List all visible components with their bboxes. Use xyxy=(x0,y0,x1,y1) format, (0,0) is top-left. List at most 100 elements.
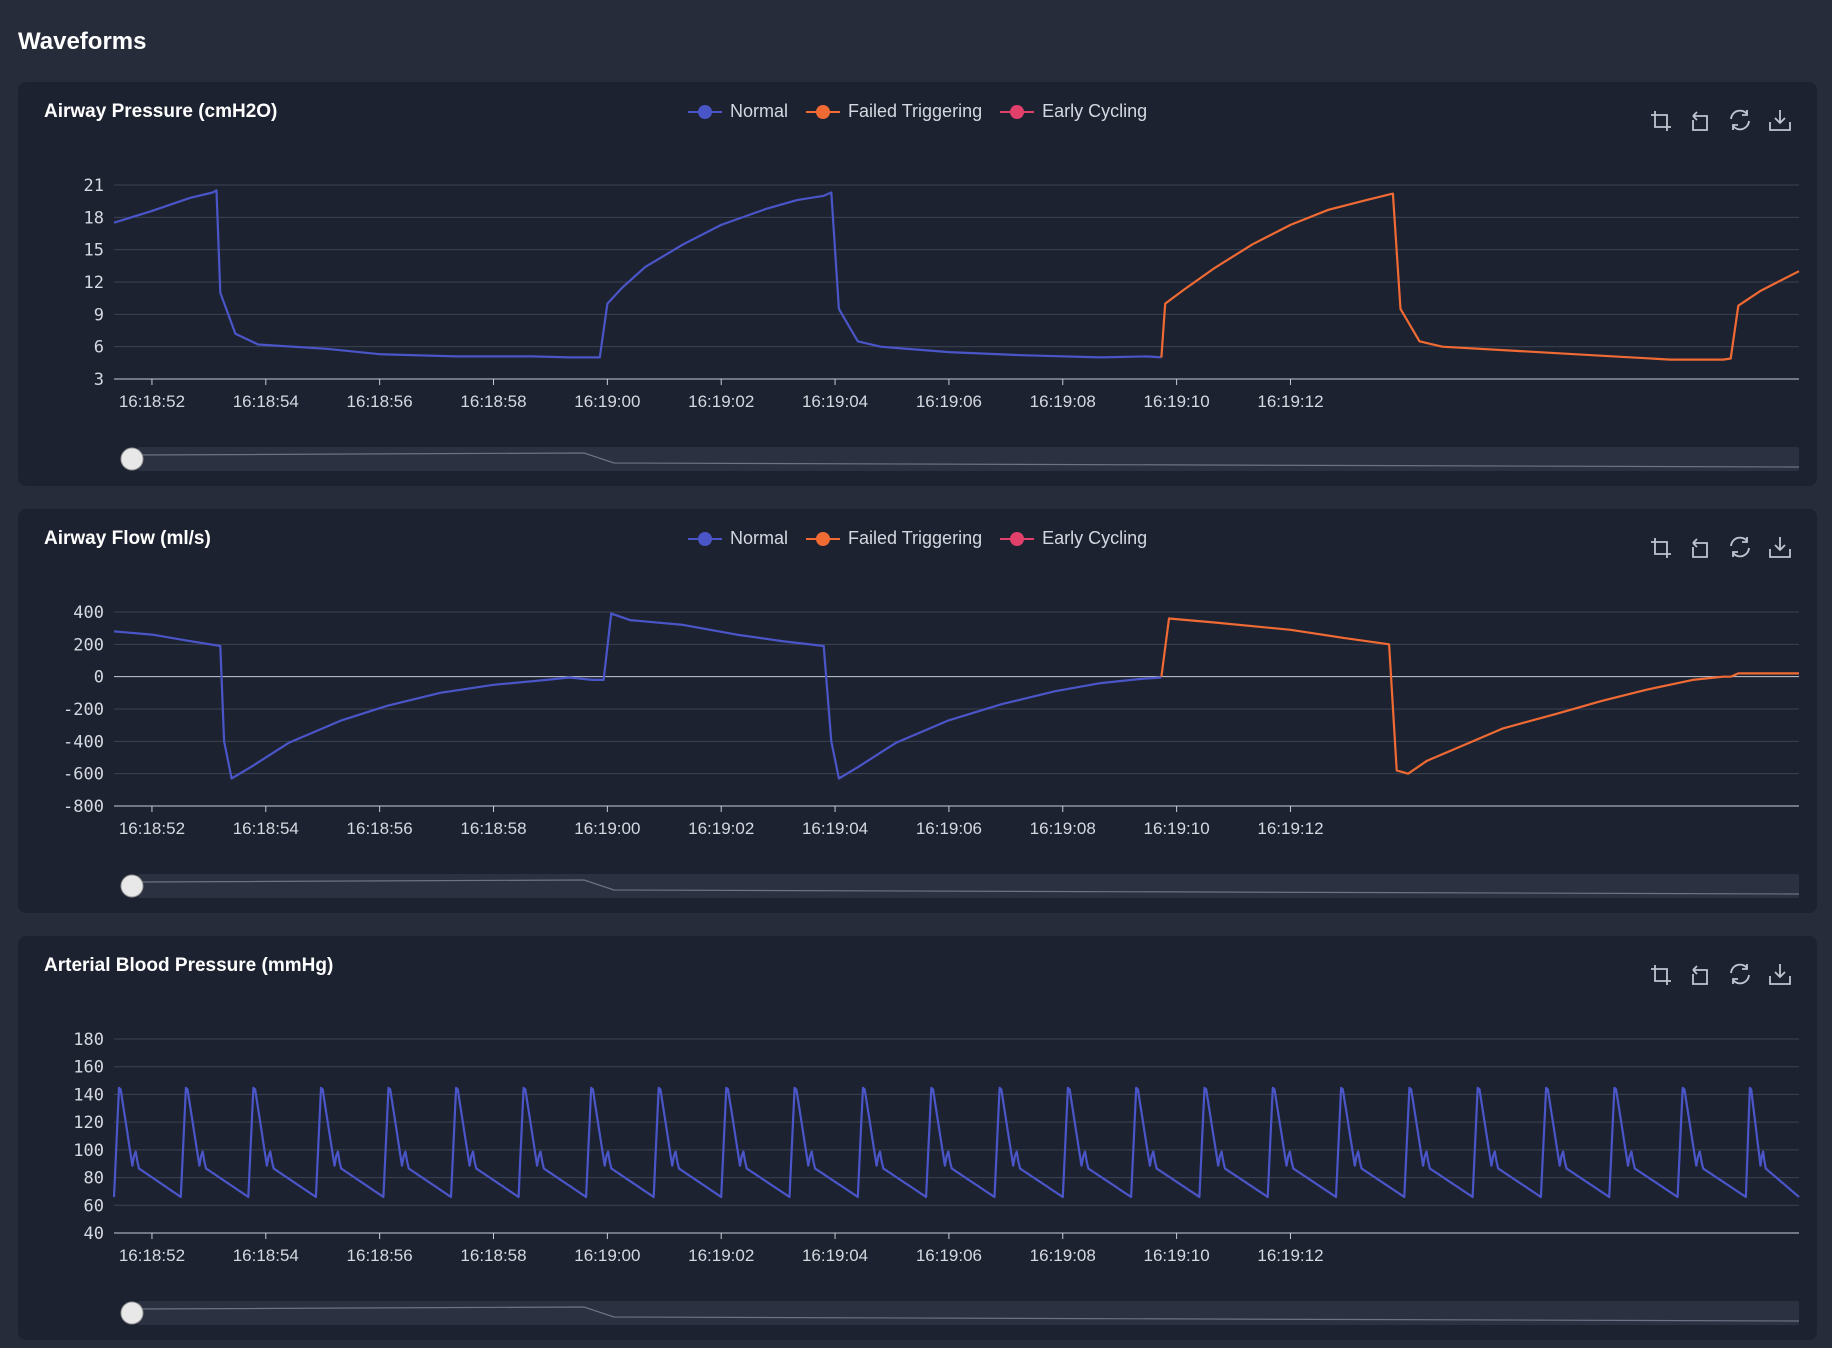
legend-label: Failed Triggering xyxy=(848,528,983,548)
legend: Normal Failed Triggering Early Cycling xyxy=(688,101,1165,122)
download-icon[interactable] xyxy=(1767,534,1793,560)
arterial-bp-panel: Arterial Blood Pressure (mmHg) 180 160 140… xyxy=(18,936,1817,1340)
x-tick-label: 16:19:02 xyxy=(688,392,754,411)
toolbox xyxy=(1647,107,1793,133)
chart-title: Arterial Blood Pressure (mmHg) xyxy=(44,955,334,976)
series-line-failed-triggering xyxy=(1160,617,1799,775)
zoom-icon[interactable] xyxy=(1647,534,1673,560)
legend-item-normal[interactable]: Normal xyxy=(688,528,788,549)
legend-marker-icon xyxy=(688,104,722,119)
legend-marker-icon xyxy=(688,531,722,546)
legend-item-early-cycling[interactable]: Early Cycling xyxy=(1000,101,1147,122)
zoom-slider-handle xyxy=(120,1301,144,1325)
legend-marker-icon xyxy=(1000,531,1035,546)
airway-pressure-panel: Airway Pressure (cmH2O) Normal Failed Tr… xyxy=(18,82,1817,486)
chart-title: Airway Flow (ml/s) xyxy=(44,528,211,549)
x-tick-label: 16:18:52 xyxy=(119,1246,185,1265)
legend-marker-icon xyxy=(806,531,841,546)
x-tick-label: 16:18:52 xyxy=(119,392,185,411)
y-tick-label: -200 xyxy=(63,700,104,720)
chart-title: Airway Pressure (cmH2O) xyxy=(44,101,278,122)
x-tick-label: 16:18:58 xyxy=(460,1246,526,1265)
zoom-icon[interactable] xyxy=(1647,107,1673,133)
zoom-reset-icon[interactable] xyxy=(1687,534,1713,560)
x-tick-label: 16:19:02 xyxy=(688,819,754,838)
x-tick-label: 16:19:08 xyxy=(1030,819,1096,838)
download-icon[interactable] xyxy=(1767,961,1793,987)
restore-icon[interactable] xyxy=(1727,534,1753,560)
y-tick-label: 60 xyxy=(84,1196,104,1216)
legend-item-failed-triggering[interactable]: Failed Triggering xyxy=(806,101,982,122)
x-tick-label: 16:19:02 xyxy=(688,1246,754,1265)
zoom-slider-track xyxy=(138,1301,1799,1325)
series-line-failed-triggering xyxy=(1160,192,1800,361)
legend-label: Early Cycling xyxy=(1042,528,1148,548)
y-tick-label: 160 xyxy=(73,1058,104,1078)
y-tick-label: -400 xyxy=(63,732,104,752)
y-tick-label: 15 xyxy=(84,241,104,261)
y-tick-label: 0 xyxy=(94,668,104,688)
legend-label: Early Cycling xyxy=(1042,101,1148,121)
y-tick-label: 120 xyxy=(73,1113,104,1133)
airway-flow-panel: Airway Flow (ml/s) Normal Failed Trigger… xyxy=(18,509,1817,913)
download-icon[interactable] xyxy=(1767,107,1793,133)
x-tick-label: 16:19:06 xyxy=(916,1246,982,1265)
x-tick-label: 16:19:12 xyxy=(1257,1246,1323,1265)
x-tick-label: 16:18:56 xyxy=(347,392,413,411)
zoom-icon[interactable] xyxy=(1647,961,1673,987)
x-tick-label: 16:19:04 xyxy=(802,1246,868,1265)
restore-icon[interactable] xyxy=(1727,961,1753,987)
toolbox xyxy=(1647,534,1793,560)
legend-marker-icon xyxy=(806,104,841,119)
x-tick-label: 16:18:54 xyxy=(233,819,299,838)
x-tick-label: 16:19:12 xyxy=(1257,392,1323,411)
x-tick-label: 16:19:00 xyxy=(574,1246,640,1265)
y-tick-label: 18 xyxy=(84,208,104,228)
y-tick-label: 6 xyxy=(94,338,104,358)
airway-flow-chart[interactable]: 400 200 0 -200 -400 -600 -800 16:18:52 16:18:54 1… xyxy=(18,509,1817,913)
y-tick-label: 180 xyxy=(73,1030,104,1050)
legend-item-early-cycling[interactable]: Early Cycling xyxy=(1000,528,1147,549)
y-tick-label: 40 xyxy=(84,1224,104,1244)
y-tick-label: 200 xyxy=(73,635,104,655)
y-tick-label: -600 xyxy=(63,765,104,785)
x-tick-label: 16:19:08 xyxy=(1030,1246,1096,1265)
x-tick-label: 16:19:08 xyxy=(1030,392,1096,411)
x-tick-label: 16:19:06 xyxy=(916,392,982,411)
zoom-slider-preview xyxy=(137,1306,1800,1322)
airway-pressure-chart[interactable]: 21 18 15 12 9 6 3 16:18:52 16:18:54 16:18:56 16:18… xyxy=(18,82,1817,486)
x-tick-label: 16:19:10 xyxy=(1144,1246,1210,1265)
arterial-bp-chart[interactable]: 180 160 140 120 100 80 60 40 16:18:52 16:18:54 16:… xyxy=(18,936,1817,1340)
x-tick-label: 16:19:04 xyxy=(802,819,868,838)
x-tick-label: 16:19:06 xyxy=(916,819,982,838)
y-tick-label: 400 xyxy=(73,603,104,623)
x-tick-label: 16:19:04 xyxy=(802,392,868,411)
x-tick-label: 16:18:54 xyxy=(233,392,299,411)
page-title: Waveforms xyxy=(18,28,147,55)
y-tick-label: 3 xyxy=(94,370,104,390)
zoom-slider-track xyxy=(138,447,1799,471)
legend-label: Failed Triggering xyxy=(848,101,983,121)
legend-item-failed-triggering[interactable]: Failed Triggering xyxy=(806,528,982,549)
restore-icon[interactable] xyxy=(1727,107,1753,133)
x-tick-label: 16:18:56 xyxy=(347,1246,413,1265)
series-line-abp xyxy=(112,1086,1800,1199)
legend-item-normal[interactable]: Normal xyxy=(688,101,788,122)
series-line-normal xyxy=(113,612,1162,780)
series-line-normal xyxy=(113,189,1162,359)
y-tick-label: 9 xyxy=(94,305,104,325)
y-tick-label: 100 xyxy=(73,1141,104,1161)
y-tick-label: 21 xyxy=(84,176,104,196)
x-tick-label: 16:18:56 xyxy=(347,819,413,838)
legend-label: Normal xyxy=(730,101,789,121)
zoom-reset-icon[interactable] xyxy=(1687,107,1713,133)
x-tick-label: 16:18:58 xyxy=(460,819,526,838)
y-tick-label: -800 xyxy=(63,797,104,817)
zoom-slider-preview xyxy=(137,452,1800,468)
x-tick-label: 16:18:52 xyxy=(119,819,185,838)
y-tick-label: 12 xyxy=(84,273,104,293)
toolbox xyxy=(1647,961,1793,987)
zoom-reset-icon[interactable] xyxy=(1687,961,1713,987)
x-tick-label: 16:18:58 xyxy=(460,392,526,411)
zoom-slider-track xyxy=(138,874,1799,898)
